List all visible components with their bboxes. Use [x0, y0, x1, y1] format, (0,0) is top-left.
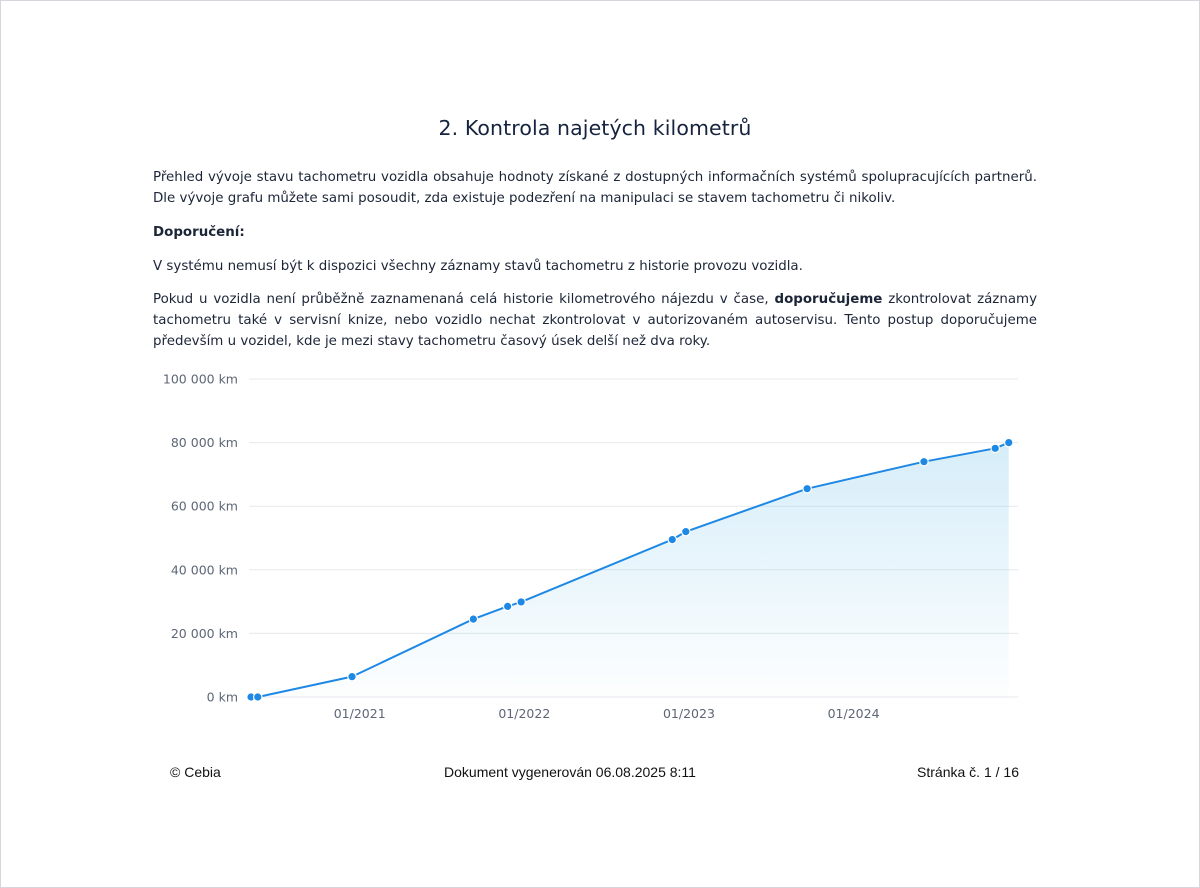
data-point — [252, 692, 263, 702]
recommendation-emphasis: doporučujeme — [774, 292, 883, 307]
y-tick-label: 20 000 km — [171, 626, 238, 641]
footer-generated-date: Dokument vygenerován 06.08.2025 8:11 — [444, 764, 696, 780]
data-point — [1003, 437, 1014, 448]
y-tick-label: 40 000 km — [171, 562, 238, 577]
y-tick-label: 100 000 km — [163, 372, 238, 387]
chart-area-layer — [251, 442, 1009, 697]
intro-paragraph: Přehled vývoje stavu tachometru vozidla … — [153, 170, 1037, 206]
x-tick-label: 01/2022 — [498, 706, 550, 721]
footer-page-number: Stránka č. 1 / 16 — [917, 764, 1019, 780]
recommendation-label: Doporučení: — [153, 225, 245, 240]
data-point — [347, 671, 357, 682]
chart-line-layer — [250, 441, 1010, 698]
y-tick-label: 60 000 km — [171, 499, 238, 514]
recommendation-text-end: zkontrolovat záznamy tachometru také v s… — [153, 292, 1038, 349]
data-point — [919, 456, 929, 467]
chart-y-axis: 0 km 20 000 km 40 000 km 60 000 km 80 000 km… — [163, 372, 238, 705]
data-point — [802, 483, 812, 494]
data-point — [681, 526, 691, 537]
x-tick-label: 01/2021 — [334, 706, 386, 721]
data-point — [468, 614, 479, 624]
footer-copyright: © Cebia — [170, 764, 221, 780]
data-point — [502, 601, 513, 612]
chart-x-axis: 01/2021 01/2022 01/2023 01/2024 — [334, 706, 880, 721]
data-point — [516, 597, 526, 607]
data-point — [667, 534, 678, 545]
data-point — [990, 443, 1001, 454]
page-title: 2. Kontrola najetých kilometrů — [438, 116, 752, 140]
mileage-area — [251, 442, 1009, 697]
chart-points — [246, 437, 1014, 702]
recommendation-paragraph-2: Pokud u vozidla není průběžně zaznamenan… — [153, 289, 1037, 352]
y-tick-label: 0 km — [207, 690, 238, 705]
y-tick-label: 80 000 km — [171, 435, 238, 450]
x-tick-label: 01/2024 — [828, 706, 880, 721]
mileage-chart-svg: 0 km 20 000 km 40 000 km 60 000 km 80 000 km… — [163, 372, 1018, 721]
mileage-chart: 0 km 20 000 km 40 000 km 60 000 km 80 000 km… — [0, 360, 1200, 730]
recommendation-text-start: Pokud u vozidla není průběžně zaznamenan… — [153, 292, 775, 307]
mileage-line — [250, 441, 1010, 698]
recommendation-paragraph-1: V systému nemusí být k dispozici všechny… — [153, 259, 803, 274]
x-tick-label: 01/2023 — [663, 706, 715, 721]
